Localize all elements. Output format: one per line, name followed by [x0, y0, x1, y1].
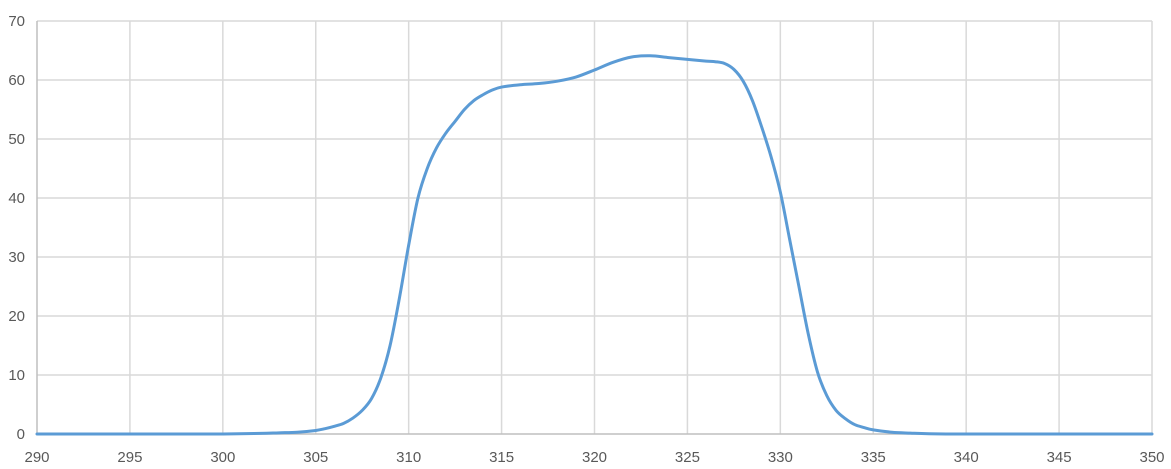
x-tick-label: 340: [954, 449, 979, 466]
y-tick-label: 30: [8, 249, 25, 266]
series-line: [35, 54, 1154, 436]
x-tick-label: 320: [582, 449, 607, 466]
grid: [37, 20, 1153, 434]
y-tick-label: 10: [8, 367, 25, 384]
x-tick-label: 315: [489, 449, 514, 466]
x-tick-label: 325: [675, 449, 700, 466]
x-axis-tick-labels: 290 295 300 305 310 315 320 325 330 335 340 345 350: [24, 449, 1164, 466]
x-tick-label: 290: [24, 449, 49, 466]
y-axis-tick-labels: 0 10 20 30 40 50 60 70: [8, 13, 25, 443]
x-tick-label: 350: [1139, 449, 1164, 466]
x-tick-label: 310: [396, 449, 421, 466]
x-tick-label: 300: [210, 449, 235, 466]
y-tick-label: 70: [8, 13, 25, 30]
series: [35, 54, 1154, 436]
x-tick-label: 335: [861, 449, 886, 466]
y-tick-label: 50: [8, 131, 25, 148]
y-tick-label: 20: [8, 308, 25, 325]
x-tick-label: 305: [303, 449, 328, 466]
y-tick-label: 40: [8, 190, 25, 207]
x-tick-label: 295: [117, 449, 142, 466]
x-tick-label: 330: [768, 449, 793, 466]
y-tick-label: 60: [8, 72, 25, 89]
x-tick-label: 345: [1047, 449, 1072, 466]
y-tick-label: 0: [17, 426, 25, 443]
